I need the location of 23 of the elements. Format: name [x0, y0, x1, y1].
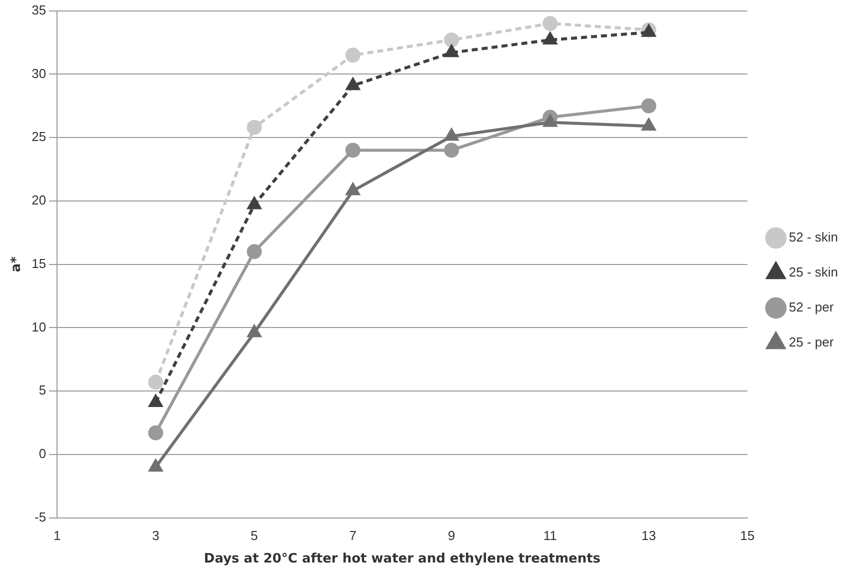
y-tick-label: 30 — [32, 66, 46, 81]
y-axis-title: a* — [9, 256, 24, 272]
legend-label: 52 - skin — [788, 230, 838, 245]
y-tick-label: 10 — [32, 319, 46, 334]
x-tick-label: 5 — [250, 528, 258, 544]
x-tick-label: 13 — [642, 528, 656, 544]
x-tick-label: 1 — [53, 528, 61, 544]
x-tick-label: 11 — [543, 528, 557, 544]
y-tick-label: 5 — [38, 382, 46, 398]
x-tick-label: 3 — [152, 528, 160, 544]
x-tick-label: 9 — [448, 528, 456, 544]
y-tick-label: 35 — [32, 2, 46, 18]
y-tick-label: 15 — [32, 256, 46, 271]
x-tick-label: 15 — [740, 528, 755, 544]
legend-label: 52 - per — [788, 300, 834, 315]
y-tick-label: 0 — [38, 446, 46, 462]
y-tick-label: -5 — [34, 509, 46, 524]
legend-label: 25 - skin — [788, 264, 838, 280]
x-axis-title: Days at 20°C after hot water and ethylene treatments — [204, 552, 601, 567]
y-tick-label: 20 — [32, 192, 46, 208]
y-tick-label: 25 — [32, 129, 46, 144]
x-tick-label: 7 — [349, 528, 357, 544]
legend-label: 25 - per — [788, 334, 834, 350]
